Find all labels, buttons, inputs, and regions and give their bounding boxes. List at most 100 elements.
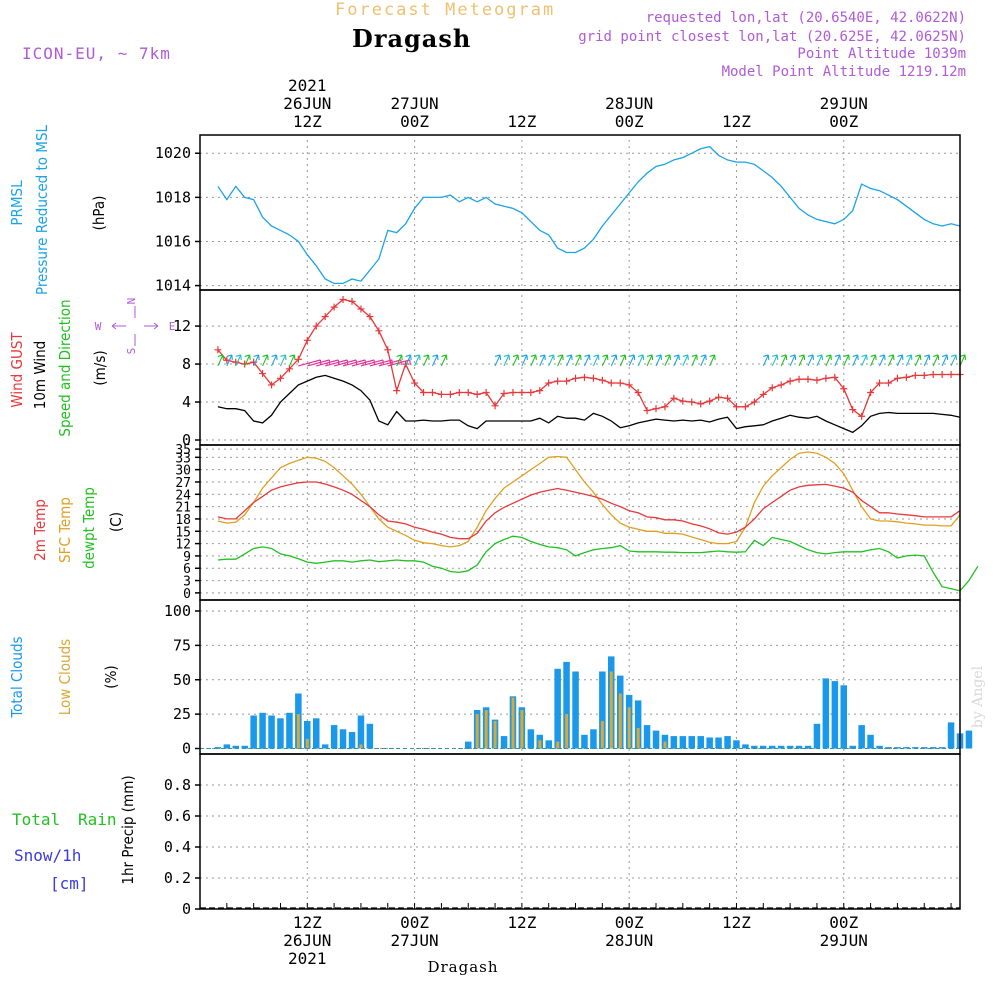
gust-marker: [688, 398, 696, 406]
time-label-bottom: 12Z: [507, 913, 536, 932]
ylabel-ms: (m/s): [91, 350, 109, 385]
gust-marker: [670, 394, 678, 402]
low-clouds-bar: [484, 710, 488, 749]
compass-n: N: [125, 298, 138, 305]
label-snow-1h: Snow/1h: [14, 846, 81, 865]
gust-marker: [911, 371, 919, 379]
gust-marker: [795, 375, 803, 383]
gust-marker: [893, 374, 901, 382]
gust-marker: [929, 370, 937, 378]
direction-arrow: [414, 354, 421, 367]
direction-arrow: [789, 354, 797, 367]
direction-arrow: [870, 354, 877, 367]
y-tick-labels: 1014101610181020048120369121518212427303…: [155, 144, 200, 918]
direction-arrow: [592, 354, 600, 367]
direction-arrow: [664, 354, 671, 367]
direction-arrow: [566, 354, 573, 367]
panel-frame-temperature: [199, 444, 961, 601]
wind-direction-arrows: [217, 354, 967, 367]
direction-arrow: [691, 354, 698, 367]
direction-arrow: [235, 354, 242, 367]
total-clouds-bar: [921, 747, 928, 749]
gust-marker: [840, 385, 848, 393]
credit-text: by Angel: [970, 665, 986, 728]
panel-frame-precip: [199, 753, 961, 910]
time-label-top: 27JUN: [391, 94, 439, 113]
ylabel-hpa: (hPa): [90, 196, 108, 231]
total-clouds-bar: [357, 715, 365, 749]
gust-marker: [652, 405, 660, 413]
low-clouds-bar: [511, 697, 515, 749]
total-clouds-bar: [304, 721, 311, 749]
label-rain: Rain: [78, 810, 117, 829]
direction-arrow: [548, 354, 555, 367]
temp2m-line: [217, 481, 961, 540]
compass-e: E: [169, 320, 176, 333]
gust-marker: [849, 406, 857, 414]
y-tick-label: 6: [183, 562, 191, 577]
total-clouds-bar: [733, 740, 740, 749]
y-tick-label: 75: [173, 636, 191, 654]
time-label-top: 29JUN: [820, 94, 868, 113]
direction-arrow: [825, 354, 832, 367]
compass-rose: N S W E: [95, 298, 176, 355]
direction-arrow: [262, 354, 269, 367]
total-clouds-bar: [903, 747, 910, 749]
gust-marker: [455, 389, 463, 397]
label-total: Total: [12, 810, 60, 829]
gust-marker: [500, 389, 508, 397]
total-clouds-bar: [751, 745, 758, 749]
direction-arrow: [816, 354, 823, 367]
model-altitude: Model Point Altitude 1219.12m: [721, 64, 966, 80]
requested-coords: requested lon,lat (20.6540E, 42.0622N): [645, 10, 966, 26]
gust-marker: [679, 397, 687, 405]
total-clouds-bar: [590, 729, 597, 749]
gust-marker: [876, 379, 884, 387]
direction-arrow: [914, 354, 922, 367]
gust-marker: [572, 374, 580, 382]
time-label-bottom: 00Z: [400, 913, 429, 932]
gust-marker: [491, 402, 499, 410]
direction-arrow: [601, 354, 609, 367]
y-tick-label: 50: [173, 671, 191, 689]
y-tick-label: 4: [182, 393, 191, 411]
gust-marker: [643, 407, 651, 415]
low-clouds-bar: [556, 741, 560, 749]
total-clouds-bar: [634, 700, 642, 749]
y-tick-label: 15: [175, 525, 191, 540]
time-label-bottom: 28JUN: [605, 931, 653, 950]
gust-marker: [420, 389, 428, 397]
direction-arrow: [440, 354, 448, 367]
gust-marker: [437, 390, 445, 398]
gust-marker: [902, 373, 910, 381]
low-clouds-bar: [663, 741, 667, 749]
total-clouds-bar: [840, 685, 847, 749]
direction-arrow: [431, 354, 439, 367]
gust-marker: [598, 376, 606, 384]
time-label-bottom: 12Z: [722, 913, 751, 932]
y-tick-label: 0.2: [164, 869, 191, 887]
total-clouds-bar: [769, 745, 776, 749]
direction-arrow: [253, 354, 260, 367]
gust-marker: [589, 374, 597, 382]
time-label-top: 00Z: [615, 112, 644, 131]
direction-arrow: [619, 354, 627, 367]
ylabel-pressure-msl: Pressure Reduced to MSL: [33, 124, 51, 295]
y-tick-label: 0.6: [164, 807, 191, 825]
wind-series: [214, 295, 964, 434]
y-axis-labels: PRMSL Pressure Reduced to MSL (hPa) Wind GU…: [8, 124, 137, 893]
total-clouds-bar: [715, 737, 722, 749]
gust-marker: [330, 303, 338, 311]
direction-arrow: [396, 354, 403, 367]
low-clouds-bar: [359, 744, 363, 749]
y-tick-label: 1020: [155, 144, 191, 162]
wind-speed-line: [217, 374, 961, 434]
low-clouds-bar: [600, 721, 604, 749]
direction-arrow: [879, 354, 886, 367]
gust-marker: [348, 297, 356, 305]
total-clouds-bar: [885, 747, 892, 749]
gust-marker: [920, 371, 928, 379]
y-tick-label: 25: [173, 705, 191, 723]
direction-arrow: [583, 354, 591, 367]
temperature-series: [217, 451, 979, 592]
